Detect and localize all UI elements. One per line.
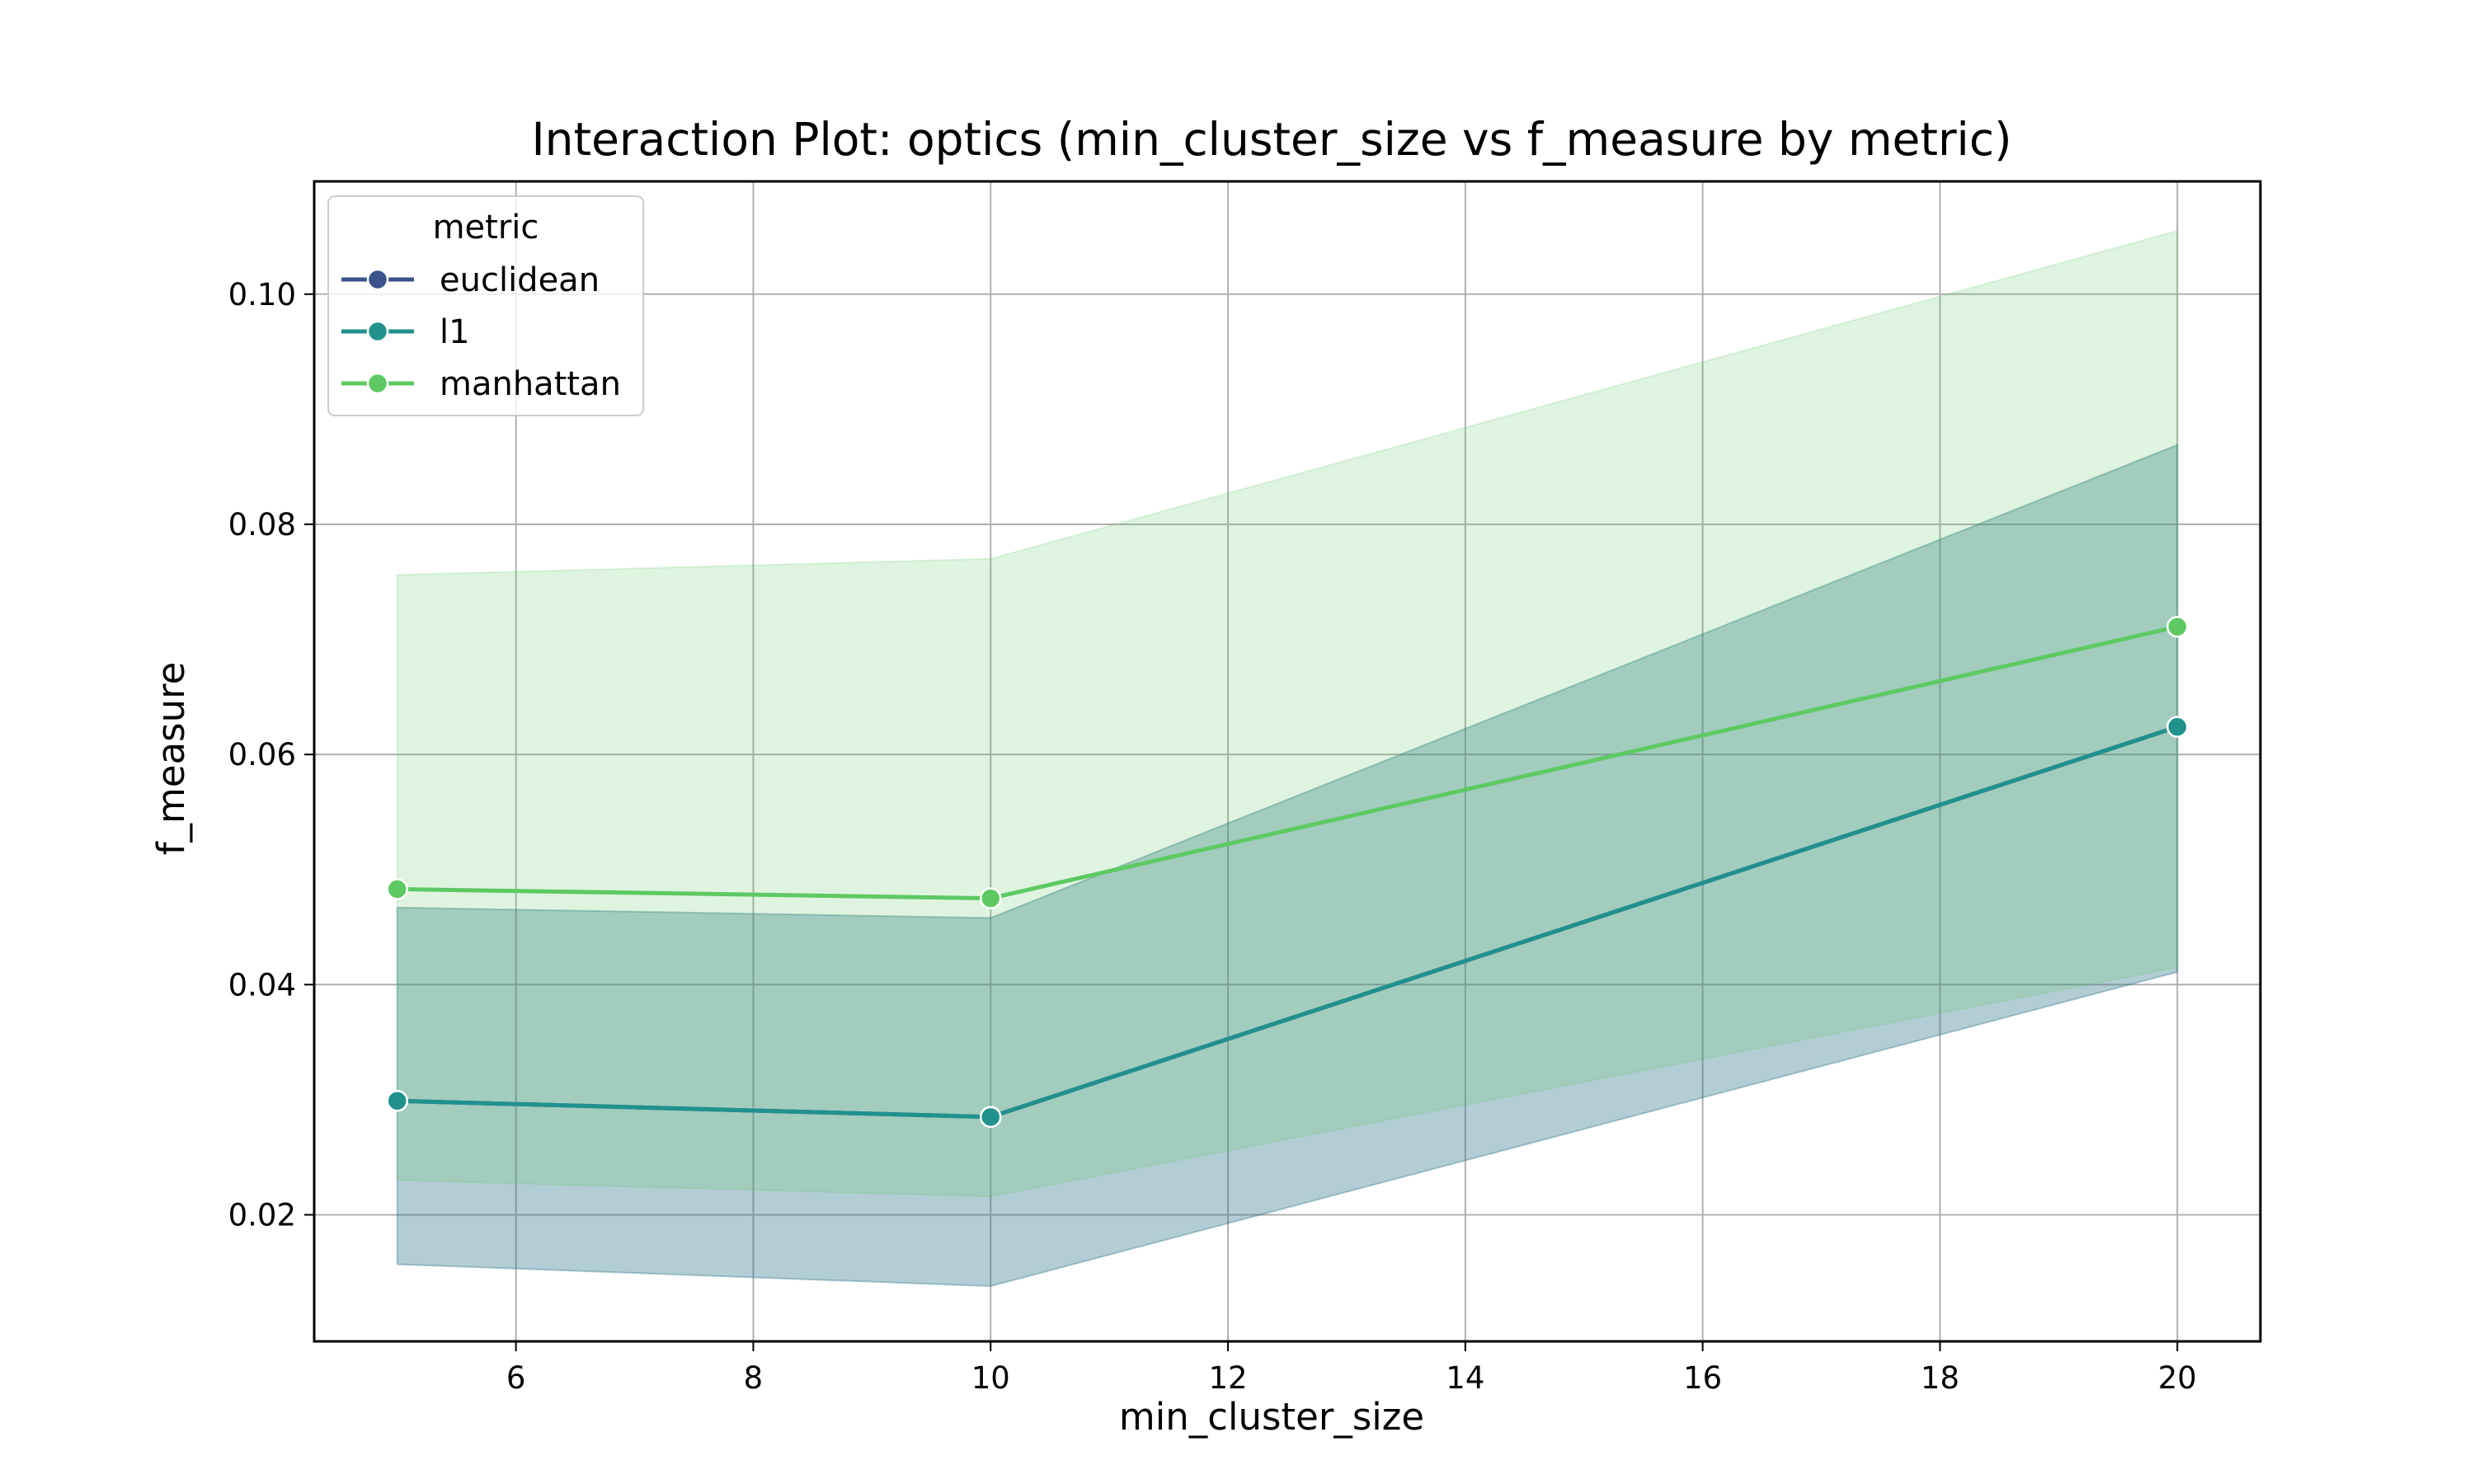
x-tick-label: 10 xyxy=(971,1360,1010,1396)
y-tick-label: 0.08 xyxy=(228,507,296,542)
series-points xyxy=(386,615,2189,1129)
legend-item-l1: l1 xyxy=(341,313,470,351)
y-tick-label: 0.02 xyxy=(228,1197,296,1233)
chart-title: Interaction Plot: optics (min_cluster_si… xyxy=(531,113,2011,166)
legend-swatch-marker xyxy=(366,320,389,343)
data-point-manhattan xyxy=(386,878,408,900)
y-axis-ticks: 0.02 0.04 0.06 0.08 0.10 xyxy=(228,277,314,1233)
x-tick-label: 20 xyxy=(2158,1360,2197,1396)
legend-label: manhattan xyxy=(440,365,621,403)
grid xyxy=(314,181,2260,1341)
legend-swatch-marker xyxy=(366,268,389,291)
ci-band-manhattan xyxy=(396,229,2179,1198)
x-tick-label: 8 xyxy=(744,1360,764,1396)
plot-area-frame xyxy=(313,180,2262,1343)
legend-label: euclidean xyxy=(440,261,600,299)
legend-title: metric xyxy=(433,209,539,247)
x-tick-label: 18 xyxy=(1921,1360,1959,1396)
data-point-l1 xyxy=(386,1090,408,1112)
ci-band-l1 xyxy=(396,444,2179,1288)
legend-item-manhattan: manhattan xyxy=(341,365,621,403)
x-tick-label: 6 xyxy=(506,1360,526,1396)
legend-label: l1 xyxy=(440,313,470,351)
x-tick-label: 16 xyxy=(1683,1360,1722,1396)
y-tick-label: 0.04 xyxy=(228,967,296,1003)
ci-band-euclidean xyxy=(396,444,2179,1288)
data-point-l1 xyxy=(2166,716,2189,738)
y-tick-label: 0.10 xyxy=(228,277,296,312)
x-axis-ticks: 6 8 10 12 14 16 18 20 xyxy=(506,1341,2197,1396)
data-point-manhattan xyxy=(2166,615,2189,638)
legend-box xyxy=(327,195,644,416)
y-tick-label: 0.06 xyxy=(228,737,296,773)
x-axis-title: min_cluster_size xyxy=(1119,1395,1424,1439)
data-point-l1 xyxy=(979,1106,1002,1129)
confidence-bands xyxy=(396,229,2179,1288)
data-point-manhattan xyxy=(979,887,1002,909)
legend-swatch-marker xyxy=(366,372,389,395)
x-tick-label: 12 xyxy=(1209,1360,1248,1396)
legend-item-euclidean: euclidean xyxy=(341,261,600,299)
legend: metric euclidean l1 manhattan xyxy=(327,195,644,416)
x-tick-label: 14 xyxy=(1446,1360,1484,1396)
y-axis-title: f_measure xyxy=(149,662,193,856)
